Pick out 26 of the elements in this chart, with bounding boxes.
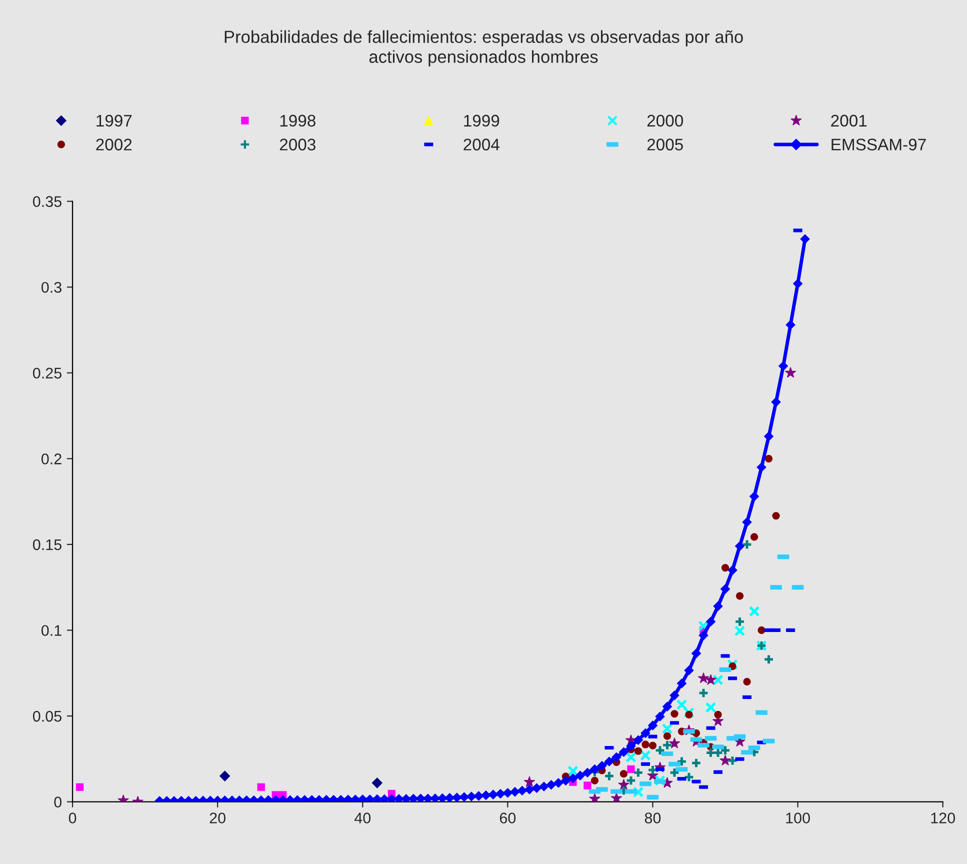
legend-label: 2004	[464, 138, 500, 150]
x-tick-label: 40	[354, 812, 371, 824]
y-tick-label: 0.1	[41, 625, 62, 636]
legend-label: 2000	[647, 114, 684, 127]
y-tick-label: 0	[54, 796, 62, 808]
y-tick-label: 0.2	[41, 454, 62, 464]
y-tick-label: 0.35	[32, 196, 62, 207]
legend-label: 2003	[280, 138, 316, 150]
x-tick-label: 20	[210, 812, 226, 824]
legend-label: 1998	[280, 114, 316, 127]
legend-label: 1997	[96, 114, 132, 127]
legend-label: EMSSAM-97	[832, 138, 926, 150]
legend-label: 2002	[96, 138, 132, 150]
x-tick-label: 0	[68, 812, 76, 824]
legend-label: 1999	[464, 114, 500, 127]
chart-title: Probabilidades de fallecimientos: esperadas vs observadas por año activos pensionados hombres	[224, 30, 743, 66]
legend-label: 2001	[831, 114, 867, 127]
y-tick-label: 0.3	[41, 282, 62, 293]
x-tick-label: 120	[931, 812, 955, 824]
y-tick-label: 0.25	[32, 368, 62, 379]
x-tick-label: 60	[500, 812, 516, 824]
y-tick-label: 0.05	[32, 710, 62, 722]
legend-label: 2005	[647, 138, 683, 150]
y-tick-label: 0.15	[32, 539, 62, 550]
x-tick-label: 100	[786, 812, 810, 824]
x-tick-label: 80	[644, 812, 661, 824]
